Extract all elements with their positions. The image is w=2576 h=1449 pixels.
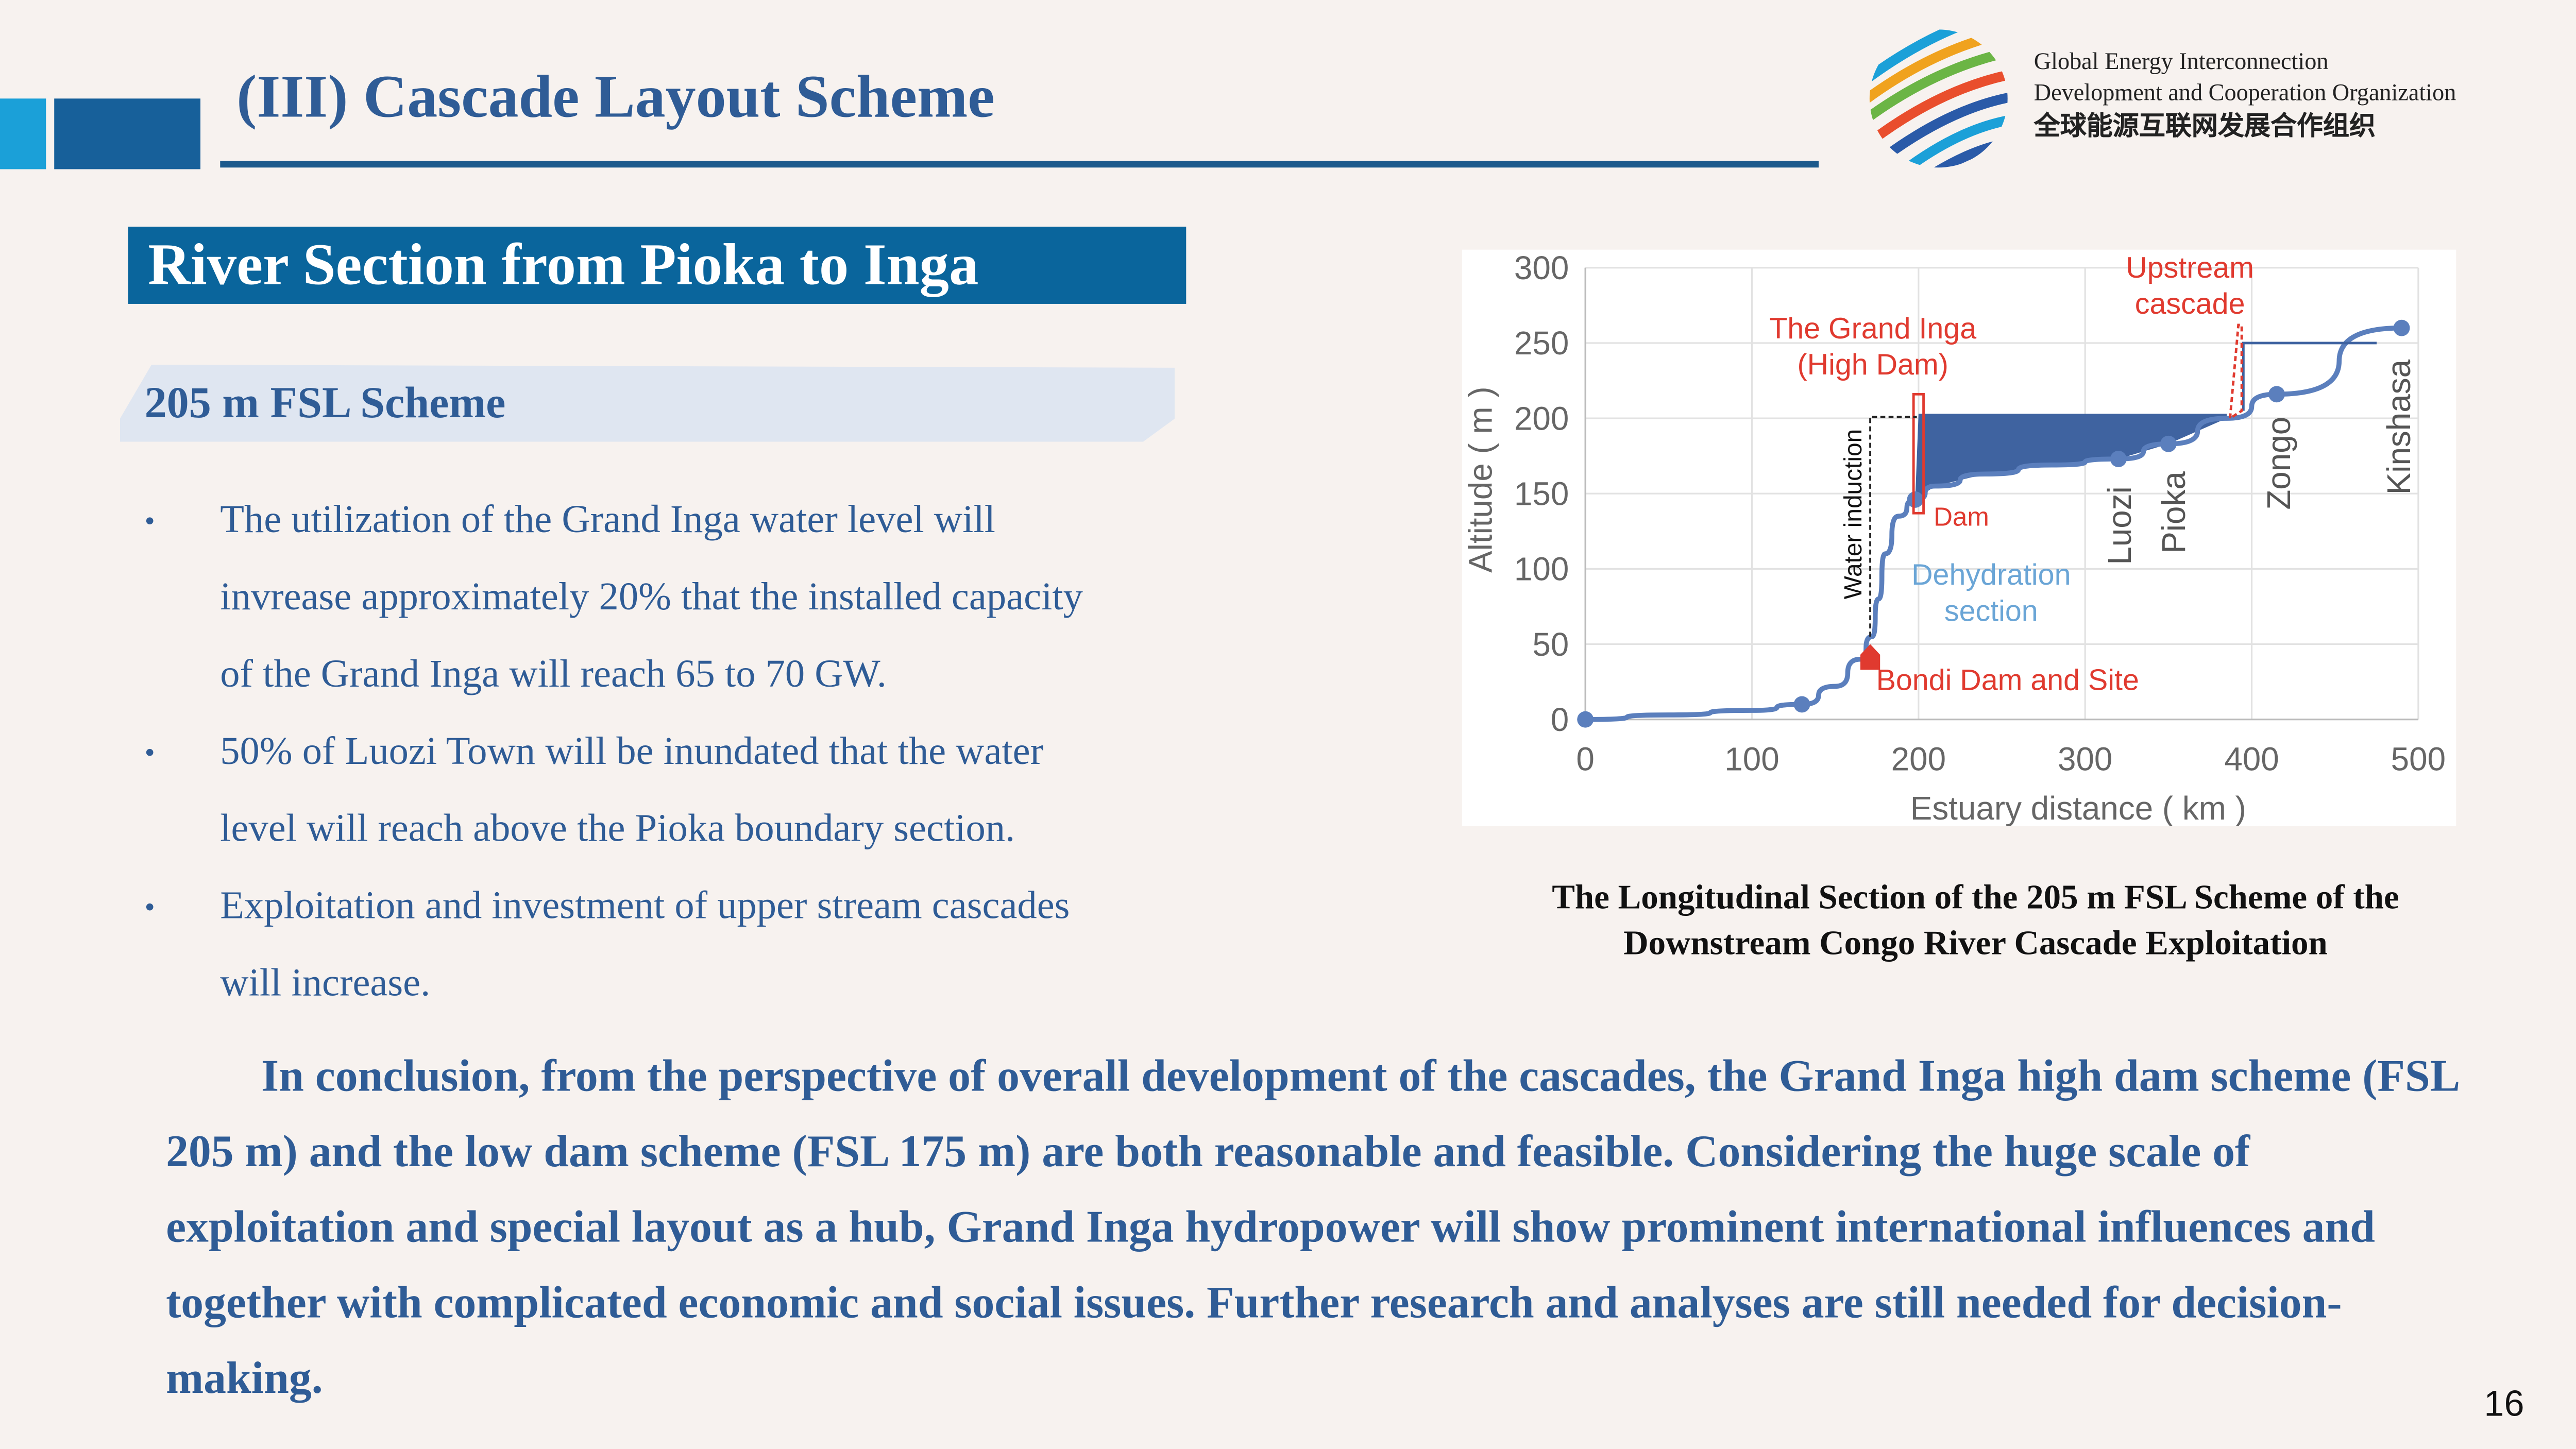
profile-point xyxy=(2110,451,2127,467)
y-tick-label: 50 xyxy=(1532,626,1569,663)
label-luozi: Luozi xyxy=(2101,486,2138,565)
geidco-logo-icon xyxy=(1869,29,2008,168)
page-title: (III) Cascade Layout Scheme xyxy=(236,64,995,132)
organization-name: Global Energy Interconnection Developmen… xyxy=(2033,47,2456,142)
grand-inga-dam-marker xyxy=(1912,393,1925,515)
annotation-dam: Dam xyxy=(1934,502,1989,531)
chart-caption: The Longitudinal Section of the 205 m FS… xyxy=(1479,874,2472,966)
upstream-level-line xyxy=(2242,342,2377,411)
bullet-line: level will reach above the Pioka boundar… xyxy=(220,808,1015,851)
x-tick-label: 100 xyxy=(1724,741,1779,778)
bullet-item: • 50% of Luozi Town will be inundated th… xyxy=(145,714,1196,869)
y-tick-label: 200 xyxy=(1514,400,1569,437)
bullet-line: Exploitation and investment of upper str… xyxy=(220,885,1070,928)
annotation-cascade: cascade xyxy=(2135,287,2245,320)
longitudinal-section-chart: 0 50 100 150 200 250 300 0 100 200 300 400 500 Estuar… xyxy=(1462,249,2456,827)
x-tick-label: 0 xyxy=(1576,741,1594,778)
bondi-dam-marker xyxy=(1860,644,1880,670)
profile-point xyxy=(2160,435,2177,452)
y-tick-label: 150 xyxy=(1514,475,1569,513)
chart-svg: 0 50 100 150 200 250 300 0 100 200 300 400 500 Estuar… xyxy=(1462,249,2446,827)
profile-point xyxy=(2268,386,2285,403)
reservoir-area xyxy=(1915,414,2227,500)
caption-line: The Longitudinal Section of the 205 m FS… xyxy=(1552,877,2399,917)
profile-point xyxy=(2393,319,2410,336)
label-zongo: Zongo xyxy=(2260,417,2297,510)
caption-line: Downstream Congo River Cascade Exploitat… xyxy=(1623,923,2328,963)
y-tick-label: 250 xyxy=(1514,325,1569,362)
profile-point xyxy=(1793,696,1810,713)
bullet-line: The utilization of the Grand Inga water … xyxy=(220,499,995,542)
org-name-en-1: Global Energy Interconnection xyxy=(2033,49,2329,76)
bullet-list: • The utilization of the Grand Inga wate… xyxy=(145,483,1196,1024)
label-pioka: Pioka xyxy=(2155,471,2192,554)
bullet-line: 50% of Luozi Town will be inundated that… xyxy=(220,731,1044,774)
river-profile-line xyxy=(1585,325,2402,722)
annotation-dehydration: Dehydration xyxy=(1911,558,2071,591)
x-tick-label: 400 xyxy=(2224,741,2279,778)
bullet-line: will increase. xyxy=(220,962,431,1005)
annotation-upstream: Upstream xyxy=(2126,251,2254,284)
profile-point xyxy=(1907,491,1924,508)
x-axis-label: Estuary distance ( km ) xyxy=(1910,790,2246,826)
org-name-cn: 全球能源互联网发展合作组织 xyxy=(2033,110,2376,142)
section-title: River Section from Pioka to Inga xyxy=(128,227,1187,304)
upstream-cascade-marker xyxy=(2228,323,2243,421)
bullet-line: invrease approximately 20% that the inst… xyxy=(220,576,1083,620)
bullet-item: • The utilization of the Grand Inga wate… xyxy=(145,483,1196,715)
x-tick-label: 500 xyxy=(2391,741,2446,778)
annotation-high-dam: (High Dam) xyxy=(1798,348,1948,381)
annotation-grand-inga: The Grand Inga xyxy=(1769,312,1976,345)
page-number: 16 xyxy=(2484,1383,2524,1424)
title-divider xyxy=(220,161,1819,168)
label-water-induction: Water induction xyxy=(1840,429,1867,600)
y-tick-label: 0 xyxy=(1551,701,1569,738)
y-axis-label: Altitude ( m ) xyxy=(1462,386,1499,572)
label-kinshasa: Kinshasa xyxy=(2380,359,2417,495)
header-accent-dark xyxy=(54,98,201,169)
bullet-item: • Exploitation and investment of upper s… xyxy=(145,869,1196,1024)
profile-point xyxy=(1577,711,1594,728)
subtitle: 205 m FSL Scheme xyxy=(144,378,506,428)
y-tick-label: 300 xyxy=(1514,250,1569,286)
x-tick-label: 300 xyxy=(2058,741,2112,778)
conclusion-paragraph: In conclusion, from the perspective of o… xyxy=(166,1038,2466,1416)
org-name-en-2: Development and Cooperation Organization xyxy=(2033,80,2456,107)
bullet-line: of the Grand Inga will reach 65 to 70 GW… xyxy=(220,654,887,697)
subtitle-banner xyxy=(120,364,1175,442)
conclusion-text: In conclusion, from the perspective of o… xyxy=(166,1049,2458,1403)
header-accent-light xyxy=(0,98,46,169)
water-induction-line xyxy=(1869,416,1917,637)
annotation-bondi: Bondi Dam and Site xyxy=(1876,663,2139,696)
x-tick-label: 200 xyxy=(1891,741,1946,778)
annotation-section: section xyxy=(1944,594,2038,627)
y-tick-label: 100 xyxy=(1514,551,1569,588)
